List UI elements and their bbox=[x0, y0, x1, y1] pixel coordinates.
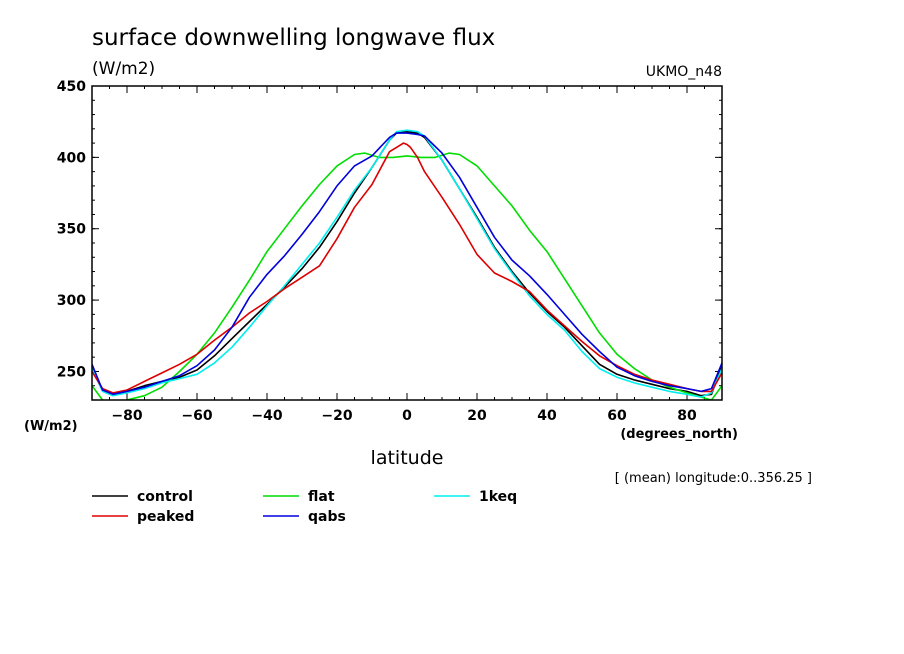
x-tick-label: 80 bbox=[677, 408, 697, 424]
y-units-label: (W/m2) bbox=[24, 419, 78, 434]
series-line-flat bbox=[92, 152, 722, 400]
x-tick-label: 60 bbox=[607, 408, 627, 424]
legend-label-1keq: 1keq bbox=[479, 489, 517, 505]
legend-label-control: control bbox=[137, 489, 193, 505]
plot-frame bbox=[91, 85, 723, 401]
legend-label-flat: flat bbox=[308, 489, 335, 505]
series-line-1keq bbox=[92, 129, 722, 398]
series-line-qabs bbox=[92, 132, 722, 396]
x-tick-label: 20 bbox=[467, 408, 487, 424]
units-label: (W/m2) bbox=[92, 59, 155, 79]
legend-label-qabs: qabs bbox=[308, 509, 346, 525]
y-tick-label: 450 bbox=[57, 79, 86, 95]
x-tick-label: 0 bbox=[402, 408, 412, 424]
x-axis-label: latitude bbox=[371, 447, 444, 469]
series-line-peaked bbox=[92, 142, 722, 394]
y-tick-label: 400 bbox=[57, 150, 86, 166]
x-units-label: (degrees_north) bbox=[620, 427, 738, 442]
x-tick-label: −60 bbox=[181, 408, 212, 424]
y-tick-label: 300 bbox=[57, 293, 86, 309]
y-tick-label: 250 bbox=[57, 364, 86, 380]
plot-area bbox=[92, 129, 722, 400]
longitude-note: [ (mean) longitude:0..356.25 ] bbox=[615, 471, 812, 486]
axis-ticks: −80 −60 −40 −20 0 20 40 60 80 250 300 350 400 450 bbox=[57, 79, 723, 424]
series-line-control bbox=[92, 130, 722, 397]
legend: control peaked flat qabs 1keq bbox=[92, 489, 517, 525]
x-tick-label: −40 bbox=[251, 408, 282, 424]
model-label: UKMO_n48 bbox=[646, 64, 722, 80]
chart-title: surface downwelling longwave flux bbox=[92, 25, 495, 51]
x-tick-label: −80 bbox=[111, 408, 142, 424]
legend-label-peaked: peaked bbox=[137, 509, 194, 525]
x-tick-label: −20 bbox=[321, 408, 352, 424]
x-tick-label: 40 bbox=[537, 408, 557, 424]
y-tick-label: 350 bbox=[57, 222, 86, 238]
